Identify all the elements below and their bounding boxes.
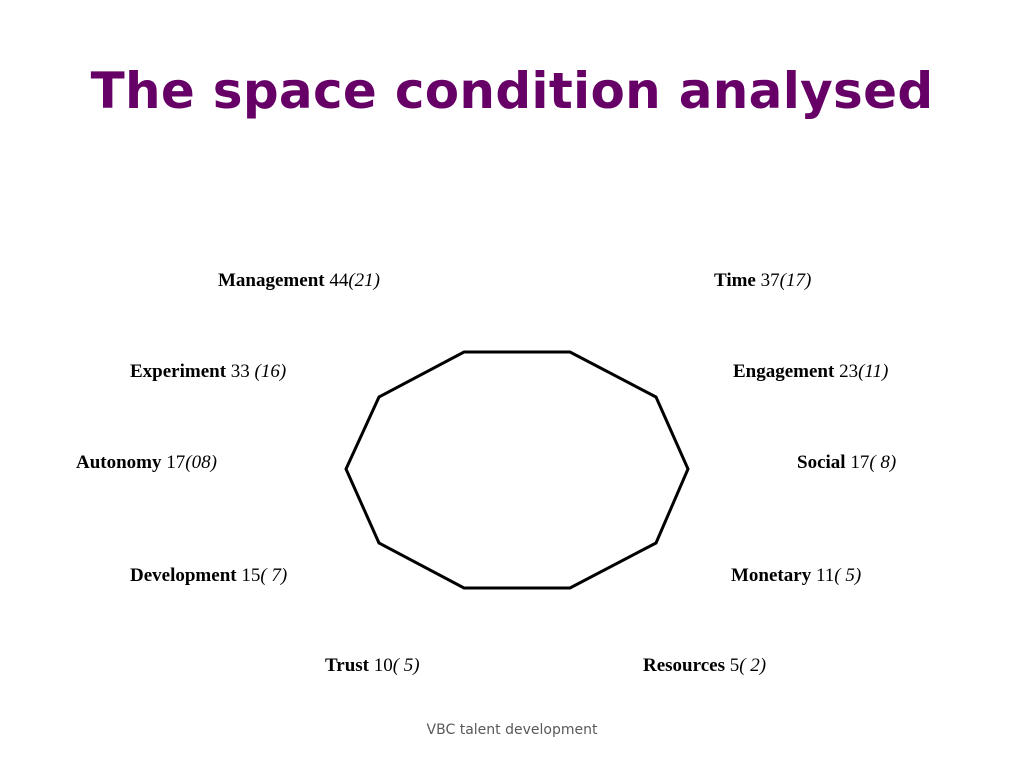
factor-name: Resources xyxy=(643,655,725,676)
factor-paren: (11) xyxy=(858,361,889,382)
factor-label-management: Management 44(21) xyxy=(218,270,380,292)
factor-count: 37 xyxy=(760,270,780,291)
factor-label-monetary: Monetary 11( 5) xyxy=(731,565,861,587)
factor-paren: ( 2) xyxy=(739,655,767,676)
factor-paren: (08) xyxy=(185,452,217,473)
factor-count: 5 xyxy=(729,655,740,676)
factor-label-engagement: Engagement 23(11) xyxy=(733,361,888,383)
factor-count: 10 xyxy=(373,655,393,676)
factor-paren: (17) xyxy=(779,270,812,291)
factor-label-time: Time 37(17) xyxy=(714,270,811,292)
factor-label-trust: Trust 10( 5) xyxy=(325,655,420,677)
factor-label-development: Development 15( 7) xyxy=(130,565,287,587)
factor-name: Autonomy xyxy=(76,452,162,473)
factor-paren: (16) xyxy=(254,361,287,382)
factor-name: Development xyxy=(130,565,237,586)
factor-label-social: Social 17( 8) xyxy=(797,452,896,474)
slide-footer: VBC talent development xyxy=(426,722,598,738)
factor-count: 15 xyxy=(241,565,261,586)
slide-title: The space condition analysed xyxy=(90,62,934,120)
factor-name: Engagement xyxy=(733,361,835,382)
factor-name: Time xyxy=(714,270,756,291)
factor-paren: ( 5) xyxy=(392,655,420,676)
decagon-shape xyxy=(344,350,690,590)
factor-count: 11 xyxy=(815,565,835,586)
factor-name: Monetary xyxy=(731,565,812,586)
factor-count: 23 xyxy=(839,361,859,382)
factor-label-experiment: Experiment 33 (16) xyxy=(130,361,286,383)
factor-count: 17 xyxy=(850,452,870,473)
factor-label-resources: Resources 5( 2) xyxy=(643,655,766,677)
factor-name: Trust xyxy=(325,655,369,676)
factor-count: 33 xyxy=(230,361,250,382)
factor-name: Experiment xyxy=(130,361,227,382)
factor-paren: ( 5) xyxy=(834,565,862,586)
factor-paren: ( 8) xyxy=(869,452,897,473)
factor-count: 44 xyxy=(329,270,349,291)
factor-count: 17 xyxy=(166,452,186,473)
factor-name: Social xyxy=(797,452,846,473)
factor-paren: (21) xyxy=(348,270,380,291)
factor-label-autonomy: Autonomy 17(08) xyxy=(76,452,217,474)
factor-paren: ( 7) xyxy=(260,565,288,586)
factor-name: Management xyxy=(218,270,325,291)
